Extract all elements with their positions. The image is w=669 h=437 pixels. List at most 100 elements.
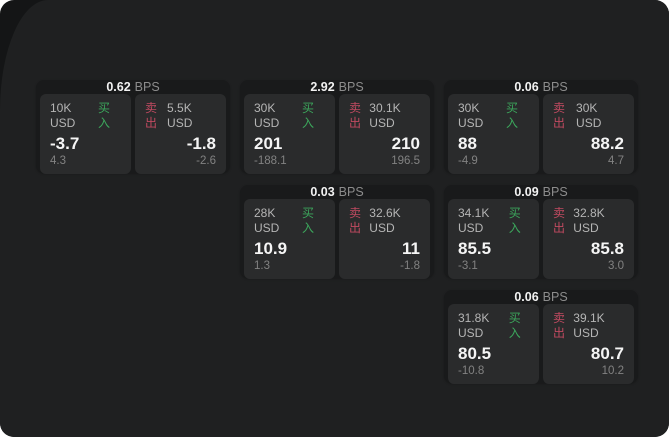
buy-panel-top: 30K USD 买入 [458, 101, 529, 131]
buy-panel-top: 10K USD 买入 [50, 101, 121, 131]
buy-panel[interactable]: 10K USD 买入 -3.7 4.3 [40, 94, 131, 174]
sell-amount: 30.1K USD [369, 101, 401, 130]
card-header: 0.09 BPS [448, 185, 634, 199]
sell-price: 85.8 [590, 239, 624, 258]
buy-amount: 31.8K USD [458, 311, 490, 340]
buy-price: 201 [254, 134, 283, 153]
buy-amount: 30K USD [254, 101, 280, 130]
buy-panel-top: 34.1K USD 买入 [458, 206, 529, 236]
buy-amount: 30K USD [458, 101, 484, 130]
sell-price: 11 [402, 239, 420, 258]
bps-unit-label: BPS [542, 290, 568, 304]
buy-price: -3.7 [50, 134, 80, 153]
bps-unit-label: BPS [542, 185, 568, 199]
sell-price: 210 [391, 134, 420, 153]
sell-panel[interactable]: 卖出 32.8K USD 85.8 3.0 [543, 199, 634, 279]
buy-price: 88 [458, 134, 477, 153]
sell-change: -1.8 [400, 260, 420, 272]
sell-price: -1.8 [186, 134, 216, 153]
bps-value: 0.09 [514, 185, 539, 199]
buy-panel[interactable]: 34.1K USD 买入 85.5 -3.1 [448, 199, 539, 279]
card-header: 0.62 BPS [40, 80, 226, 94]
card-header: 0.06 BPS [448, 80, 634, 94]
buy-action-tag[interactable]: 买入 [508, 311, 521, 340]
sell-action-tag[interactable]: 卖出 [349, 101, 362, 130]
sell-change: 3.0 [608, 260, 624, 272]
buy-action-tag[interactable]: 买入 [301, 206, 314, 235]
sell-panel-top: 卖出 30K USD [553, 101, 624, 131]
buy-action-tag[interactable]: 买入 [97, 101, 110, 130]
sell-price: 88.2 [590, 134, 624, 153]
buy-panel[interactable]: 31.8K USD 买入 80.5 -10.8 [448, 304, 539, 384]
buy-panel[interactable]: 30K USD 买入 201 -188.1 [244, 94, 335, 174]
sell-amount: 32.6K USD [369, 206, 401, 235]
sell-action-tag[interactable]: 卖出 [553, 206, 566, 235]
sell-price: 80.7 [590, 344, 624, 363]
sell-action-tag[interactable]: 卖出 [349, 206, 362, 235]
quote-card: 0.06 BPS 30K USD 买入 88 -4.9 卖出 30K USD 8… [444, 80, 638, 174]
sell-action-tag[interactable]: 卖出 [553, 311, 566, 340]
buy-panel-top: 30K USD 买入 [254, 101, 325, 131]
buy-change: 4.3 [50, 155, 66, 167]
sell-panel-top: 卖出 39.1K USD [553, 311, 624, 341]
sell-panel-top: 卖出 32.8K USD [553, 206, 624, 236]
buy-change: -188.1 [254, 155, 287, 167]
quote-panels: 10K USD 买入 -3.7 4.3 卖出 5.5K USD -1.8 -2.… [40, 94, 226, 174]
buy-amount: 34.1K USD [458, 206, 490, 235]
quote-card: 0.62 BPS 10K USD 买入 -3.7 4.3 卖出 5.5K USD… [36, 80, 230, 174]
bps-unit-label: BPS [542, 80, 568, 94]
quote-panels: 30K USD 买入 201 -188.1 卖出 30.1K USD 210 1… [244, 94, 430, 174]
quote-panels: 31.8K USD 买入 80.5 -10.8 卖出 39.1K USD 80.… [448, 304, 634, 384]
sell-panel[interactable]: 卖出 30.1K USD 210 196.5 [339, 94, 430, 174]
bps-unit-label: BPS [134, 80, 160, 94]
sell-panel-top: 卖出 32.6K USD [349, 206, 420, 236]
buy-action-tag[interactable]: 买入 [301, 101, 314, 130]
buy-action-tag[interactable]: 买入 [508, 206, 521, 235]
sell-change: 4.7 [608, 155, 624, 167]
quote-card: 0.03 BPS 28K USD 买入 10.9 1.3 卖出 32.6K US… [240, 185, 434, 279]
card-header: 2.92 BPS [244, 80, 430, 94]
bps-unit-label: BPS [338, 185, 364, 199]
buy-panel[interactable]: 28K USD 买入 10.9 1.3 [244, 199, 335, 279]
quote-panels: 34.1K USD 买入 85.5 -3.1 卖出 32.8K USD 85.8… [448, 199, 634, 279]
sell-change: 10.2 [601, 365, 624, 377]
bps-value: 0.06 [514, 80, 539, 94]
buy-price: 10.9 [254, 239, 288, 258]
card-header: 0.06 BPS [448, 290, 634, 304]
buy-change: -3.1 [458, 260, 478, 272]
sell-amount: 39.1K USD [573, 311, 605, 340]
bps-value: 2.92 [310, 80, 335, 94]
sell-amount: 32.8K USD [573, 206, 605, 235]
quote-card: 0.09 BPS 34.1K USD 买入 85.5 -3.1 卖出 32.8K… [444, 185, 638, 279]
sell-panel-top: 卖出 5.5K USD [145, 101, 216, 131]
quote-panels: 28K USD 买入 10.9 1.3 卖出 32.6K USD 11 -1.8 [244, 199, 430, 279]
bps-value: 0.06 [514, 290, 539, 304]
buy-change: 1.3 [254, 260, 270, 272]
buy-panel-top: 31.8K USD 买入 [458, 311, 529, 341]
sell-panel[interactable]: 卖出 32.6K USD 11 -1.8 [339, 199, 430, 279]
buy-change: -10.8 [458, 365, 485, 377]
sell-panel[interactable]: 卖出 39.1K USD 80.7 10.2 [543, 304, 634, 384]
bps-unit-label: BPS [338, 80, 364, 94]
sell-action-tag[interactable]: 卖出 [553, 101, 566, 130]
cards-grid: 0.62 BPS 10K USD 买入 -3.7 4.3 卖出 5.5K USD… [36, 80, 638, 384]
sell-action-tag[interactable]: 卖出 [145, 101, 158, 130]
quote-card: 0.06 BPS 31.8K USD 买入 80.5 -10.8 卖出 39.1… [444, 290, 638, 384]
buy-amount: 10K USD [50, 101, 76, 130]
buy-price: 85.5 [458, 239, 492, 258]
sell-panel-top: 卖出 30.1K USD [349, 101, 420, 131]
buy-action-tag[interactable]: 买入 [505, 101, 518, 130]
sell-panel[interactable]: 卖出 5.5K USD -1.8 -2.6 [135, 94, 226, 174]
sell-panel[interactable]: 卖出 30K USD 88.2 4.7 [543, 94, 634, 174]
buy-amount: 28K USD [254, 206, 280, 235]
buy-panel[interactable]: 30K USD 买入 88 -4.9 [448, 94, 539, 174]
sell-amount: 5.5K USD [167, 101, 193, 130]
sell-change: 196.5 [391, 155, 420, 167]
sell-amount: 30K USD [576, 101, 602, 130]
buy-change: -4.9 [458, 155, 478, 167]
card-header: 0.03 BPS [244, 185, 430, 199]
quote-card: 2.92 BPS 30K USD 买入 201 -188.1 卖出 30.1K … [240, 80, 434, 174]
bps-value: 0.03 [310, 185, 335, 199]
